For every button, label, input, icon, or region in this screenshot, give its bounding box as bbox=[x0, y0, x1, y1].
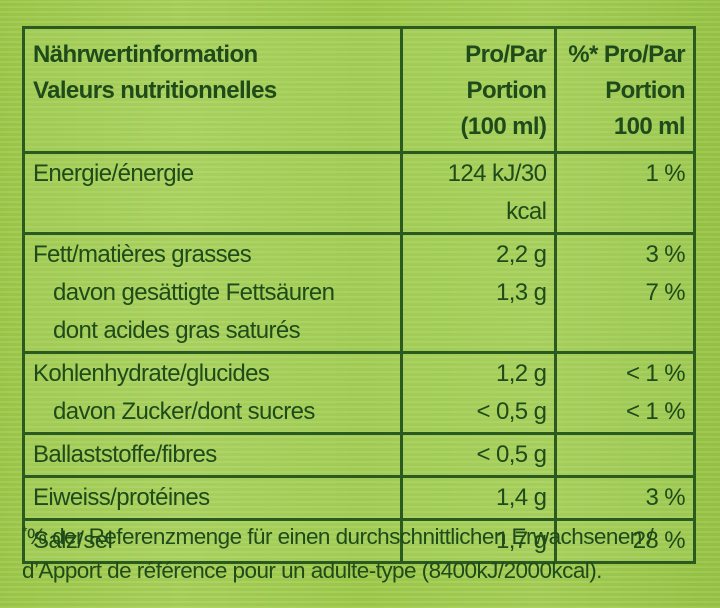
portion-value: 1,2 g bbox=[495, 360, 547, 387]
portion-value: 1,4 g bbox=[399, 475, 558, 521]
percent-value: 3 % bbox=[645, 241, 685, 268]
nutrient-label: Eiweiss/protéines bbox=[22, 475, 403, 521]
percent-value: 3 % bbox=[554, 475, 696, 521]
nutrient-label: Fett/matières grasses bbox=[33, 241, 252, 268]
portion-value: 2,2 g bbox=[495, 241, 547, 268]
nutrient-group-fat: Fett/matières grasses davon gesättigte F… bbox=[22, 232, 403, 354]
percent-value: < 1 % bbox=[625, 360, 686, 387]
portion-value: < 0,5 g bbox=[476, 398, 547, 425]
header-percent-unit: Portion 100 ml bbox=[605, 77, 685, 140]
nutrient-label: Salz/sel bbox=[22, 518, 403, 564]
nutrient-label: Kohlenhydrate/glucides bbox=[33, 360, 270, 387]
header-portion-unit: (100 ml) bbox=[460, 113, 547, 140]
header-portion-label: Pro/Par Portion bbox=[465, 41, 547, 104]
header-portion: Pro/Par Portion (100 ml) bbox=[399, 26, 558, 154]
table-row: Kohlenhydrate/glucides davon Zucker/dont… bbox=[22, 351, 696, 435]
nutrient-sub-label-fr: dont acides gras saturés bbox=[53, 317, 301, 344]
portion-value: < 0,5 g bbox=[399, 432, 558, 478]
percent-value: 1 % bbox=[554, 151, 696, 235]
header-nutrient: Nährwertinformation Valeurs nutritionnel… bbox=[22, 26, 403, 154]
portion-value: 1,7 g bbox=[399, 518, 558, 564]
percent-value: 7 % bbox=[645, 279, 685, 306]
footnote-line-1: *% der Referenzmenge für einen durchschn… bbox=[22, 514, 712, 554]
nutrient-sub-label: davon gesättigte Fettsäuren bbox=[53, 279, 335, 306]
table-row: Fett/matières grasses davon gesättigte F… bbox=[22, 232, 696, 354]
percent-value: 28 % bbox=[554, 518, 696, 564]
table-row: Energie/énergie 124 kJ/30 kcal 1 % bbox=[22, 151, 696, 235]
nutrient-group-carbs: Kohlenhydrate/glucides davon Zucker/dont… bbox=[22, 351, 403, 435]
percent-group-carbs: < 1 % < 1 % bbox=[554, 351, 696, 435]
footnote-text-de: % der Referenzmenge für einen durchschni… bbox=[26, 524, 654, 549]
header-percent-label: %* Pro/Par bbox=[568, 41, 685, 68]
table-row: Eiweiss/protéines 1,4 g 3 % bbox=[22, 475, 696, 521]
nutrient-label: Ballaststoffe/fibres bbox=[22, 432, 403, 478]
portion-value: 124 kJ/30 kcal bbox=[399, 151, 558, 235]
percent-value bbox=[554, 432, 696, 478]
header-row: Nährwertinformation Valeurs nutritionnel… bbox=[22, 26, 696, 154]
percent-value: < 1 % bbox=[625, 398, 686, 425]
footnote-marker: * bbox=[22, 523, 27, 539]
header-nutrient-fr: Valeurs nutritionnelles bbox=[33, 77, 277, 104]
table-row: Salz/sel 1,7 g 28 % bbox=[22, 518, 696, 564]
portion-group-carbs: 1,2 g < 0,5 g bbox=[399, 351, 558, 435]
nutrient-label: Energie/énergie bbox=[22, 151, 403, 235]
footnote: *% der Referenzmenge für einen durchschn… bbox=[22, 514, 712, 588]
portion-value: 1,3 g bbox=[495, 279, 547, 306]
nutrition-table: Nährwertinformation Valeurs nutritionnel… bbox=[22, 26, 696, 564]
table-row: Ballaststoffe/fibres < 0,5 g bbox=[22, 432, 696, 478]
nutrient-sub-label: davon Zucker/dont sucres bbox=[53, 398, 315, 425]
percent-group-fat: 3 % 7 % bbox=[554, 232, 696, 354]
header-nutrient-de: Nährwertinformation bbox=[33, 41, 258, 68]
footnote-text-fr: d’Apport de référence pour un adulte-typ… bbox=[22, 558, 602, 583]
header-percent: %* Pro/Par Portion 100 ml bbox=[554, 26, 696, 154]
portion-group-fat: 2,2 g 1,3 g bbox=[399, 232, 558, 354]
